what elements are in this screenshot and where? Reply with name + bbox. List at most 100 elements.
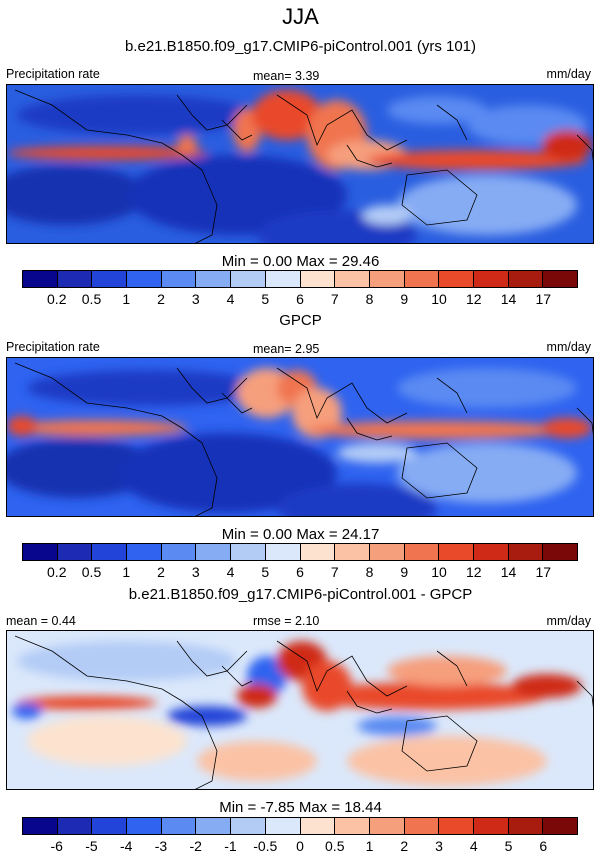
panel2-colorbar <box>22 543 578 561</box>
panel3-units-label: mm/day <box>546 614 591 628</box>
panel1-colorbar-swatch <box>543 271 577 287</box>
panel2-colorbar-swatch <box>265 544 301 560</box>
panel1-colorbar-ticks: 0.2 0.5 1 2 3 4 5 6 7 8 9 10 12 14 17 <box>22 291 578 307</box>
panel3-colorbar-tick-label: 1 <box>365 838 374 854</box>
panel1-colorbar-swatch <box>57 271 93 287</box>
panel2-left-label: Precipitation rate <box>6 340 100 354</box>
panel2-map <box>6 357 594 517</box>
panel3-colorbar-tick-label: -3 <box>154 838 168 854</box>
panel3-colorbar-ticks: -6 -5 -4 -3 -2 -1 -0.5 0 0.5 1 2 3 4 5 6 <box>22 838 578 854</box>
panel3-colorbar-swatch <box>127 818 162 834</box>
panel3-minmax: Min = -7.85 Max = 18.44 <box>219 799 382 816</box>
panel3-colorbar-swatch <box>439 818 474 834</box>
panel2-colorbar-swatch <box>543 544 577 560</box>
panel1-colorbar-swatch <box>369 271 405 287</box>
panel3-colorbar-swatch <box>57 818 93 834</box>
panel2-colorbar-swatch <box>369 544 405 560</box>
panel3-colorbar-swatch <box>404 818 440 834</box>
panel1-title: b.e21.B1850.f09_g17.CMIP6-piControl.001 … <box>124 38 477 55</box>
panel1-colorbar <box>22 270 578 288</box>
panel3-title: b.e21.B1850.f09_g17.CMIP6-piControl.001 … <box>128 586 473 603</box>
panel2-colorbar-swatch <box>335 544 370 560</box>
panel1-mean-label: mean= 3.39 <box>253 69 320 83</box>
panel3-colorbar-tick-label: -6 <box>50 838 63 854</box>
panel2-colorbar-swatch <box>92 544 128 560</box>
panel3-colorbar-tick-label: -5 <box>85 838 98 854</box>
panel3-colorbar-swatch <box>369 818 405 834</box>
panel1-colorbar-swatch <box>161 271 197 287</box>
panel1-colorbar-tick-label: 9 <box>400 291 409 307</box>
panel1-colorbar-swatch <box>404 271 440 287</box>
panel2-colorbar-tick-label: 8 <box>365 564 374 580</box>
panel2-colorbar-swatch <box>127 544 162 560</box>
panel1-colorbar-tick-label: 12 <box>465 291 482 307</box>
panel3-colorbar-tick-label: 3 <box>435 838 443 854</box>
panel1-colorbar-tick-label: 1 <box>122 291 131 307</box>
panel2-colorbar-swatch <box>196 544 232 560</box>
panel1-colorbar-tick-label: 10 <box>431 291 447 307</box>
panel2-colorbar-tick-label: 4 <box>226 564 235 580</box>
panel1-left-label: Precipitation rate <box>6 67 100 81</box>
panel2-colorbar-tick-label: 3 <box>191 564 200 580</box>
panel2-colorbar-swatch <box>300 544 336 560</box>
panel2-colorbar-tick-label: 5 <box>261 564 270 580</box>
panel2-units-label: mm/day <box>546 340 591 354</box>
season-title: JJA <box>282 4 319 29</box>
panel2-colorbar-tick-label: 14 <box>500 564 517 580</box>
panel3-colorbar-swatch <box>196 818 232 834</box>
panel1-colorbar-tick-label: 0.5 <box>81 291 102 307</box>
panel3-colorbar-swatch <box>161 818 197 834</box>
panel1-colorbar-swatch <box>473 271 509 287</box>
panel3-colorbar-tick-label: 0.5 <box>325 838 345 854</box>
panel3-colorbar-tick-label: 6 <box>539 838 548 854</box>
panel2-colorbar-tick-label: 7 <box>330 564 339 580</box>
panel2-colorbar-tick-label: 17 <box>535 564 552 580</box>
panel1-colorbar-swatch <box>92 271 128 287</box>
panel1-colorbar-tick-label: 17 <box>535 291 552 307</box>
panel1-colorbar-tick-label: 0.2 <box>47 291 67 307</box>
panel2-colorbar-swatch <box>404 544 440 560</box>
panel1-colorbar-swatch <box>300 271 336 287</box>
panel3-colorbar-swatch <box>543 818 577 834</box>
panel3-mean-label: mean = 0.44 <box>6 614 76 628</box>
panel2-colorbar-swatch <box>231 544 266 560</box>
panel2-colorbar-tick-label: 12 <box>465 564 482 580</box>
panel1-colorbar-swatch <box>127 271 162 287</box>
panel3-colorbar-swatch <box>508 818 544 834</box>
panel1-minmax: Min = 0.00 Max = 29.46 <box>221 253 380 270</box>
panel1-colorbar-swatch <box>439 271 474 287</box>
panel1-map <box>6 84 594 244</box>
panel2-colorbar-swatch <box>23 544 58 560</box>
panel1-colorbar-swatch <box>335 271 370 287</box>
panel2-colorbar-swatch <box>473 544 509 560</box>
panel3-colorbar-tick-label: -0.5 <box>253 838 278 854</box>
panel2-colorbar-swatch <box>508 544 544 560</box>
panel2-title: GPCP <box>279 312 322 329</box>
panel3-colorbar-swatch <box>265 818 301 834</box>
panel3-colorbar-swatch <box>335 818 370 834</box>
panel3-colorbar-tick-label: -2 <box>189 838 202 854</box>
panel1-colorbar-tick-label: 6 <box>296 291 304 307</box>
panel1-colorbar-swatch <box>231 271 266 287</box>
panel2-colorbar-tick-label: 1 <box>122 564 131 580</box>
panel3-colorbar-tick-label: 2 <box>400 838 409 854</box>
panel1-colorbar-swatch <box>508 271 544 287</box>
panel1-colorbar-tick-label: 8 <box>365 291 374 307</box>
panel3-colorbar-swatch <box>473 818 509 834</box>
panel3-colorbar-tick-label: 0 <box>296 838 304 854</box>
panel3-colorbar-swatch <box>92 818 128 834</box>
panel3-colorbar-swatch <box>23 818 58 834</box>
panel1-colorbar-tick-label: 5 <box>261 291 270 307</box>
panel1-units-label: mm/day <box>546 67 591 81</box>
panel2-mean-label: mean= 2.95 <box>253 342 320 356</box>
panel1-colorbar-tick-label: 3 <box>191 291 200 307</box>
panel2-colorbar-tick-label: 0.2 <box>47 564 67 580</box>
panel2-colorbar-ticks: 0.2 0.5 1 2 3 4 5 6 7 8 9 10 12 14 17 <box>22 564 578 580</box>
panel2-colorbar-tick-label: 10 <box>431 564 447 580</box>
panel2-colorbar-tick-label: 9 <box>400 564 409 580</box>
panel2-colorbar-tick-label: 6 <box>296 564 304 580</box>
panel3-colorbar <box>22 817 578 835</box>
panel1-colorbar-tick-label: 14 <box>500 291 517 307</box>
panel1-colorbar-swatch <box>23 271 58 287</box>
panel3-colorbar-tick-label: 5 <box>504 838 513 854</box>
